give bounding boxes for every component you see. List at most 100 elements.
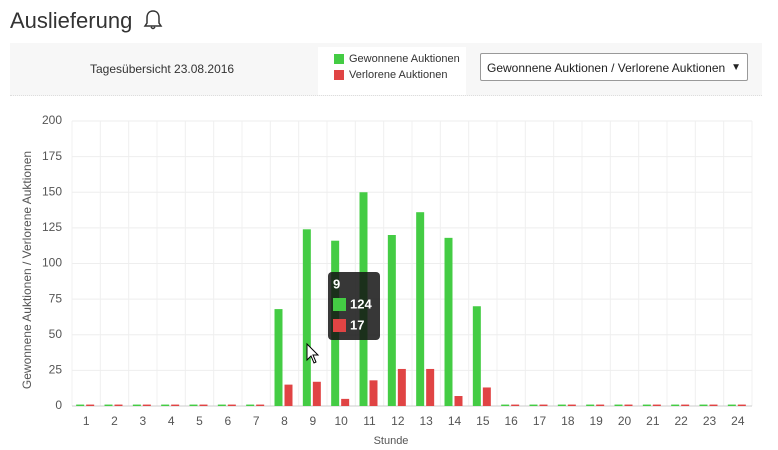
y-tick-label: 175 (42, 149, 62, 163)
bar (369, 380, 378, 406)
bar (426, 368, 435, 406)
dropdown-arrow: ▼ (731, 62, 741, 73)
bar (709, 404, 718, 406)
bar (699, 404, 708, 406)
toolbar: Tagesübersicht 23.08.2016 Gewonnene Aukt… (10, 43, 762, 96)
x-tick-label: 9 (309, 414, 316, 428)
bar (501, 404, 510, 406)
title-text: Auslieferung (10, 8, 133, 33)
bar (199, 404, 208, 406)
x-tick-label: 12 (391, 414, 405, 428)
x-tick-label: 22 (674, 414, 688, 428)
x-tick-label: 11 (363, 414, 376, 428)
x-tick-label: 15 (476, 414, 490, 428)
tooltip-title: 9 (333, 276, 340, 291)
x-tick-label: 19 (589, 414, 603, 428)
legend-label: Gewonnene Auktionen (349, 53, 460, 65)
bar (161, 404, 170, 406)
legend-label: Verlorene Auktionen (349, 69, 448, 81)
bar (189, 404, 198, 406)
bar (246, 404, 255, 406)
dropdown[interactable]: Gewonnene Auktionen / Verlorene Auktione… (480, 53, 748, 81)
y-axis-label: Gewonnene Auktionen / Verlorene Auktione… (20, 151, 34, 389)
bar (454, 396, 463, 406)
bar (557, 404, 566, 406)
x-tick-label: 3 (139, 414, 146, 428)
x-tick-label: 7 (253, 414, 260, 428)
bar (104, 404, 113, 406)
bar (217, 404, 226, 406)
tooltip-value: 17 (350, 317, 364, 332)
legend-item[interactable]: Verlorene Auktionen (334, 69, 466, 81)
bar (171, 404, 180, 406)
tooltip-swatch (333, 319, 346, 332)
x-tick-label: 5 (196, 414, 203, 428)
legend: Gewonnene Auktionen Verlorene Auktionen (318, 47, 466, 95)
bar (482, 387, 491, 406)
bar (596, 404, 605, 406)
x-tick-label: 6 (224, 414, 231, 428)
tooltip-swatch (333, 298, 346, 311)
y-tick-label: 50 (49, 327, 63, 341)
dropdown-text: Gewonnene Auktionen / Verlorene Auktione… (487, 61, 726, 75)
x-tick-label: 17 (533, 414, 547, 428)
legend-item[interactable]: Gewonnene Auktionen (334, 53, 466, 65)
bar (76, 404, 85, 406)
x-tick-label: 18 (561, 414, 575, 428)
bar (529, 404, 538, 406)
y-tick-label: 125 (42, 220, 62, 234)
x-tick-label: 14 (448, 414, 462, 428)
y-tick-label: 0 (55, 398, 62, 412)
x-tick-label: 21 (646, 414, 660, 428)
bar (642, 404, 651, 406)
y-tick-label: 100 (42, 256, 62, 270)
bar (586, 404, 595, 406)
bar (681, 404, 690, 406)
bar (142, 404, 151, 406)
x-tick-label: 4 (168, 414, 175, 428)
x-axis-label: Stunde (374, 435, 409, 447)
x-tick-label: 23 (703, 414, 717, 428)
bar (256, 404, 265, 406)
bar (624, 404, 633, 406)
bar (671, 404, 680, 406)
summary: Tagesübersicht 23.08.2016 (90, 62, 235, 76)
bar (511, 404, 520, 406)
bar (284, 384, 293, 406)
x-tick-label: 1 (83, 414, 90, 428)
x-tick-label: 8 (281, 414, 288, 428)
bar (387, 235, 396, 406)
y-tick-label: 200 (42, 113, 62, 127)
legend-swatch (334, 70, 344, 80)
bell-icon[interactable] (142, 9, 164, 31)
x-tick-label: 10 (334, 414, 348, 428)
bar (416, 212, 425, 406)
bar (341, 398, 350, 406)
cursor (306, 342, 320, 364)
bar (539, 404, 548, 406)
bar (652, 404, 661, 406)
bar (727, 404, 736, 406)
bar (737, 404, 746, 406)
bar (274, 309, 283, 406)
bar (227, 404, 236, 406)
bar (397, 368, 406, 406)
x-tick-label: 24 (731, 414, 745, 428)
x-tick-label: 20 (618, 414, 632, 428)
bar (302, 229, 311, 406)
bar (472, 306, 481, 406)
x-tick-label: 2 (111, 414, 118, 428)
bar (86, 404, 95, 406)
x-tick-label: 16 (504, 414, 518, 428)
y-tick-label: 150 (42, 184, 62, 198)
bar (567, 404, 576, 406)
x-tick-label: 13 (419, 414, 433, 428)
bar (444, 237, 453, 406)
tooltip-value: 124 (350, 296, 372, 311)
bar (614, 404, 623, 406)
legend-swatch (334, 54, 344, 64)
bar (312, 381, 321, 406)
bar (114, 404, 123, 406)
